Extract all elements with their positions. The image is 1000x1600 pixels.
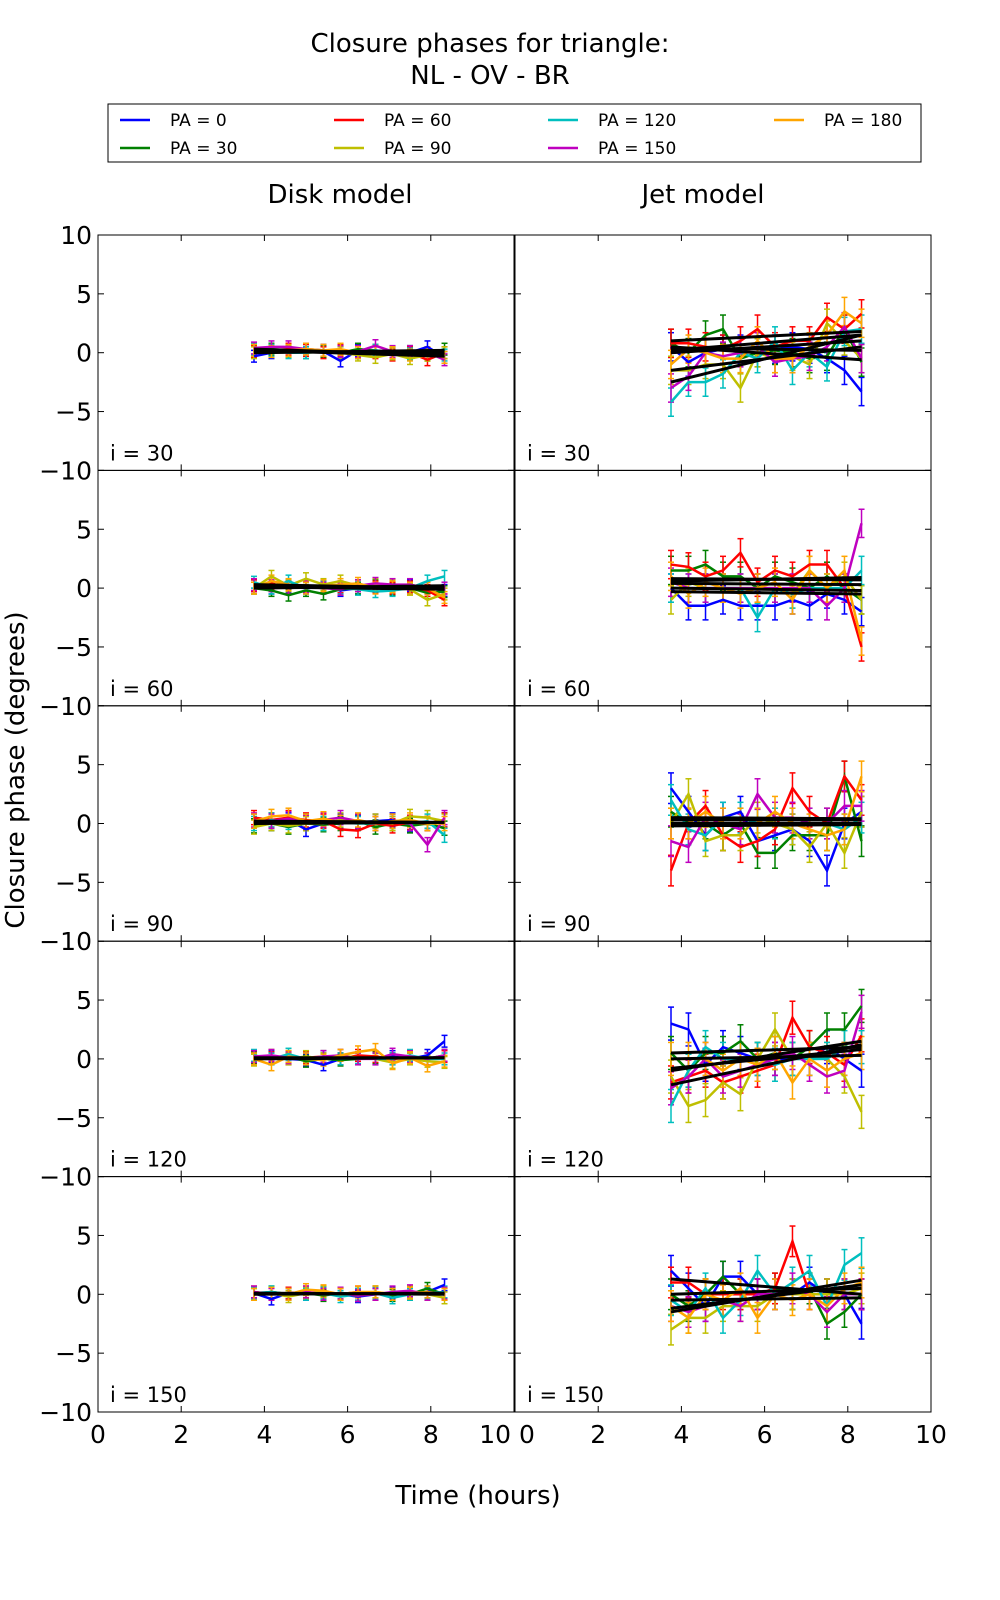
series-line-pa-60 — [669, 773, 863, 872]
x-tick-label: 6 — [340, 1420, 356, 1449]
inclination-label: i = 60 — [110, 677, 174, 701]
column-title-disk: Disk model — [267, 180, 412, 210]
y-tick-label: −5 — [55, 1104, 92, 1133]
model-fit-line — [253, 585, 445, 591]
x-axis-label: Time (hours) — [394, 1481, 560, 1511]
panel-disk-i120: i = 120 5 0 −5 −10 — [39, 940, 515, 1192]
x-tick-label: 10 — [915, 1420, 947, 1449]
y-tick-label: 0 — [76, 1045, 92, 1074]
y-tick-label: −5 — [55, 398, 92, 427]
y-tick-label: 0 — [76, 1280, 92, 1309]
y-axis-label: Closure phase (degrees) — [1, 611, 31, 928]
inclination-label: i = 120 — [110, 1148, 187, 1172]
x-tick-label: 2 — [590, 1420, 606, 1449]
legend: PA = 0 PA = 30 PA = 60 PA = 90 PA = 120 PA = … — [107, 103, 922, 163]
model-fit-line — [670, 576, 862, 583]
y-tick-label: 0 — [76, 574, 92, 603]
y-tick-label: 5 — [76, 1221, 92, 1250]
figure-title-line-2: NL - OV - BR — [410, 61, 569, 91]
model-fit-line — [670, 1053, 862, 1061]
model-fit-line — [670, 590, 862, 596]
panel-disk-i30: i = 30 10 5 0 −5 −10 — [39, 221, 515, 485]
y-tick-label: 0 — [76, 810, 92, 839]
x-tick-label: 6 — [757, 1420, 773, 1449]
panel-disk-i90: i = 90 5 0 −5 −10 — [39, 705, 515, 956]
y-tick-label: 5 — [76, 751, 92, 780]
legend-label: PA = 60 — [384, 111, 451, 131]
inclination-label: i = 150 — [527, 1383, 604, 1407]
x-tick-label: 2 — [173, 1420, 189, 1449]
legend-label: PA = 0 — [170, 111, 227, 131]
model-fit-line — [670, 586, 862, 592]
y-tick-label: −10 — [39, 692, 92, 721]
model-fit-line — [670, 1296, 862, 1302]
model-fit-line — [670, 1286, 862, 1296]
inclination-label: i = 120 — [527, 1148, 604, 1172]
inclination-label: i = 30 — [110, 441, 174, 465]
model-fit-line — [253, 1291, 445, 1296]
panel-disk-i60: i = 60 5 0 −5 −10 — [39, 469, 515, 721]
x-tick-label: 4 — [256, 1420, 272, 1449]
x-tick-label: 4 — [673, 1420, 689, 1449]
panel-jet-i30: i = 30 — [514, 234, 932, 471]
series-line-pa-60 — [671, 312, 863, 351]
column-title-jet: Jet model — [639, 180, 764, 210]
panel-jet-i90: i = 90 — [514, 705, 932, 942]
model-fit-line — [670, 339, 862, 355]
model-fit-line — [670, 346, 862, 352]
y-tick-label: 5 — [76, 986, 92, 1015]
model-fit-line — [253, 1056, 445, 1061]
panel-jet-i150: i = 150 0 2 4 6 8 10 — [514, 1176, 947, 1449]
inclination-label: i = 30 — [527, 441, 591, 465]
y-tick-label: −5 — [55, 868, 92, 897]
y-tick-label: 5 — [76, 280, 92, 309]
model-fit-line — [670, 1045, 862, 1055]
model-fit-line — [670, 823, 862, 828]
panel-jet-i60: i = 60 — [514, 469, 932, 707]
y-tick-label: 5 — [76, 515, 92, 544]
inclination-label: i = 90 — [110, 912, 174, 936]
y-tick-label: −5 — [55, 1339, 92, 1368]
model-fit-line — [253, 348, 445, 358]
model-fit-line — [670, 581, 862, 587]
legend-label: PA = 180 — [824, 111, 902, 131]
legend-label: PA = 90 — [384, 139, 451, 159]
y-tick-label: −10 — [39, 1398, 92, 1427]
model-fit-line — [670, 1047, 862, 1070]
panel-jet-i120: i = 120 — [514, 940, 932, 1178]
y-tick-label: 10 — [60, 221, 92, 250]
model-fit-line — [670, 816, 862, 821]
inclination-label: i = 90 — [527, 912, 591, 936]
x-tick-label: 8 — [840, 1420, 856, 1449]
series-line-pa-90 — [669, 1027, 863, 1113]
inclination-label: i = 60 — [527, 677, 591, 701]
legend-label: PA = 30 — [170, 139, 237, 159]
y-tick-label: 0 — [76, 339, 92, 368]
legend-label: PA = 150 — [598, 139, 676, 159]
x-tick-label: 8 — [423, 1420, 439, 1449]
legend-box — [107, 103, 922, 163]
model-fit-line — [670, 1277, 862, 1296]
series-line-pa-150 — [670, 1011, 863, 1090]
y-tick-label: −5 — [55, 633, 92, 662]
x-tick-label: 0 — [519, 1420, 535, 1449]
y-tick-label: −10 — [39, 1163, 92, 1192]
x-tick-label: 10 — [479, 1420, 511, 1449]
series-line-pa-60 — [670, 550, 863, 648]
inclination-label: i = 150 — [110, 1383, 187, 1407]
x-tick-label: 0 — [90, 1420, 106, 1449]
model-fit-line — [670, 330, 862, 343]
series-line-pa-150 — [253, 816, 446, 847]
y-tick-label: −10 — [39, 927, 92, 956]
figure-title-line-1: Closure phases for triangle: — [311, 29, 670, 59]
series-line-pa-180 — [670, 1281, 862, 1321]
y-tick-label: −10 — [39, 456, 92, 485]
model-fit-line — [253, 820, 445, 825]
legend-label: PA = 120 — [598, 111, 676, 131]
